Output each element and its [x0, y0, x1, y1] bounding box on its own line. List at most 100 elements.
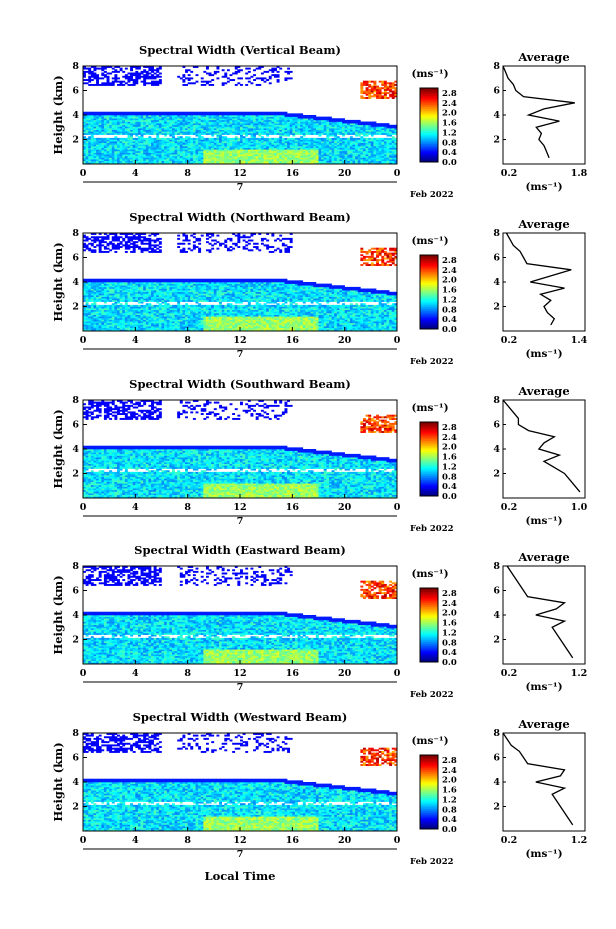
heatmap-cell [133, 235, 136, 237]
heatmap-cell [156, 112, 159, 114]
heatmap-cell [93, 236, 96, 238]
heatmap-cell [96, 236, 99, 238]
heatmap-cell [237, 112, 240, 114]
heatmap-cell [182, 138, 185, 140]
heatmap-cell [117, 84, 120, 86]
heatmap-cell [373, 94, 376, 96]
heatmap-cell [324, 138, 327, 140]
heatmap-cell [287, 113, 290, 115]
heatmap-cell [101, 279, 104, 281]
heatmap-cell [387, 123, 390, 125]
heatmap-cell [133, 112, 136, 114]
heatmap-cell [203, 112, 206, 114]
heatmap-cell [88, 84, 91, 86]
heatmap-cell [360, 136, 363, 138]
heatmap-cell [96, 112, 99, 114]
heatmap-cell [366, 81, 369, 83]
heatmap-cell [96, 244, 99, 246]
heatmap-cell [266, 138, 269, 140]
heatmap-cell [154, 73, 157, 75]
heatmap-cell [107, 305, 110, 307]
heatmap-cell [101, 77, 104, 79]
x-tick-label: 0 [394, 168, 401, 179]
heatmap-cell [379, 138, 382, 140]
heatmap-cell [93, 279, 96, 281]
heatmap-cell [130, 251, 133, 253]
heatmap-cell [117, 77, 120, 79]
heatmap-cell [363, 81, 366, 83]
heatmap-cell [104, 305, 107, 307]
heatmap-cell [258, 77, 261, 79]
heatmap-cell [381, 81, 384, 83]
heatmap-cell [250, 76, 253, 78]
heatmap-cell [371, 122, 374, 124]
heatmap-cell [292, 113, 295, 115]
heatmap-cell [266, 71, 269, 73]
heatmap-cell [384, 138, 387, 140]
heatmap-cell [107, 138, 110, 140]
heatmap-cell [112, 243, 115, 245]
heatmap-cell [381, 92, 384, 94]
heatmap-cell [151, 112, 154, 114]
heatmap-cell [135, 236, 138, 238]
heatmap-cell [271, 68, 274, 70]
heatmap-cell [287, 68, 290, 70]
heatmap-cell [284, 112, 287, 114]
heatmap-cell [277, 138, 280, 140]
heatmap-cell [141, 236, 144, 238]
heatmap-cell [269, 112, 272, 114]
heatmap-cell [216, 71, 219, 73]
heatmap-cell [133, 305, 136, 307]
heatmap-cell [104, 82, 107, 84]
heatmap-cell [117, 138, 120, 140]
heatmap-cell [180, 112, 183, 114]
heatmap-cell [248, 138, 251, 140]
y-tick-label: 6 [72, 86, 79, 97]
heatmap-cell [211, 84, 214, 86]
heatmap-cell [127, 76, 130, 78]
heatmap-cell [253, 74, 256, 76]
heatmap-cell [99, 84, 102, 86]
heatmap-cell [91, 236, 94, 238]
heatmap-cell [122, 279, 125, 281]
heatmap-cell [182, 74, 185, 76]
heatmap-cell [86, 112, 89, 114]
heatmap-cell [298, 113, 301, 115]
heatmap-cell [117, 243, 120, 245]
heatmap-cell [96, 68, 99, 70]
heatmap-cell [91, 249, 94, 251]
heatmap-cell [96, 138, 99, 140]
heatmap-cell [143, 305, 146, 307]
heatmap-cell [154, 81, 157, 83]
heatmap-cell [366, 87, 369, 89]
heatmap-cell [127, 305, 130, 307]
heatmap-cell [154, 76, 157, 78]
heatmap-cell [274, 68, 277, 70]
heatmap-cell [107, 112, 110, 114]
heatmap-cell [227, 69, 230, 71]
heatmap-cell [230, 74, 233, 76]
heatmap-cell [190, 112, 193, 114]
heatmap-cell [368, 122, 371, 124]
heatmap-cell [253, 69, 256, 71]
heatmap-cell [258, 112, 261, 114]
profile-frame [503, 66, 585, 164]
heatmap-cell [177, 136, 180, 138]
heatmap-cell [185, 112, 188, 114]
heatmap-cell [127, 84, 130, 86]
heatmap-cell [360, 82, 363, 84]
heatmap-cell [232, 73, 235, 75]
heatmap-cell [387, 86, 390, 88]
heatmap-cell [122, 112, 125, 114]
heatmap-cell [256, 77, 259, 79]
colorbar-tick: 1.6 [442, 119, 457, 129]
heatmap-cell [355, 138, 358, 140]
heatmap-cell [261, 136, 264, 138]
heatmap-cell [363, 91, 366, 93]
heatmap-cell [125, 251, 128, 253]
heatmap-cell [193, 82, 196, 84]
panel-title: Spectral Width (Northward Beam) [129, 210, 351, 224]
heatmap-cell [198, 112, 201, 114]
panel-0: Spectral Width (Vertical Beam)0 4 8 12 16 20 0… [51, 43, 588, 200]
heatmap-cell [248, 112, 251, 114]
